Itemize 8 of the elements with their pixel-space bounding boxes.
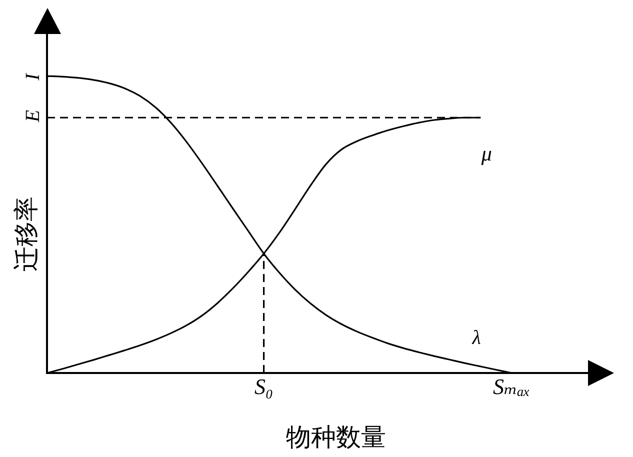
series-label: μ bbox=[481, 141, 492, 166]
x-tick-label: S₀ bbox=[254, 374, 274, 399]
x-axis-title: 物种数量 bbox=[286, 424, 386, 452]
text: I bbox=[22, 74, 44, 80]
series-label: λ bbox=[472, 327, 481, 349]
y-axis-title: 迁移率 bbox=[14, 196, 40, 272]
text: E bbox=[22, 110, 44, 122]
x-tick-label: Sₘₐₓ bbox=[492, 374, 530, 399]
